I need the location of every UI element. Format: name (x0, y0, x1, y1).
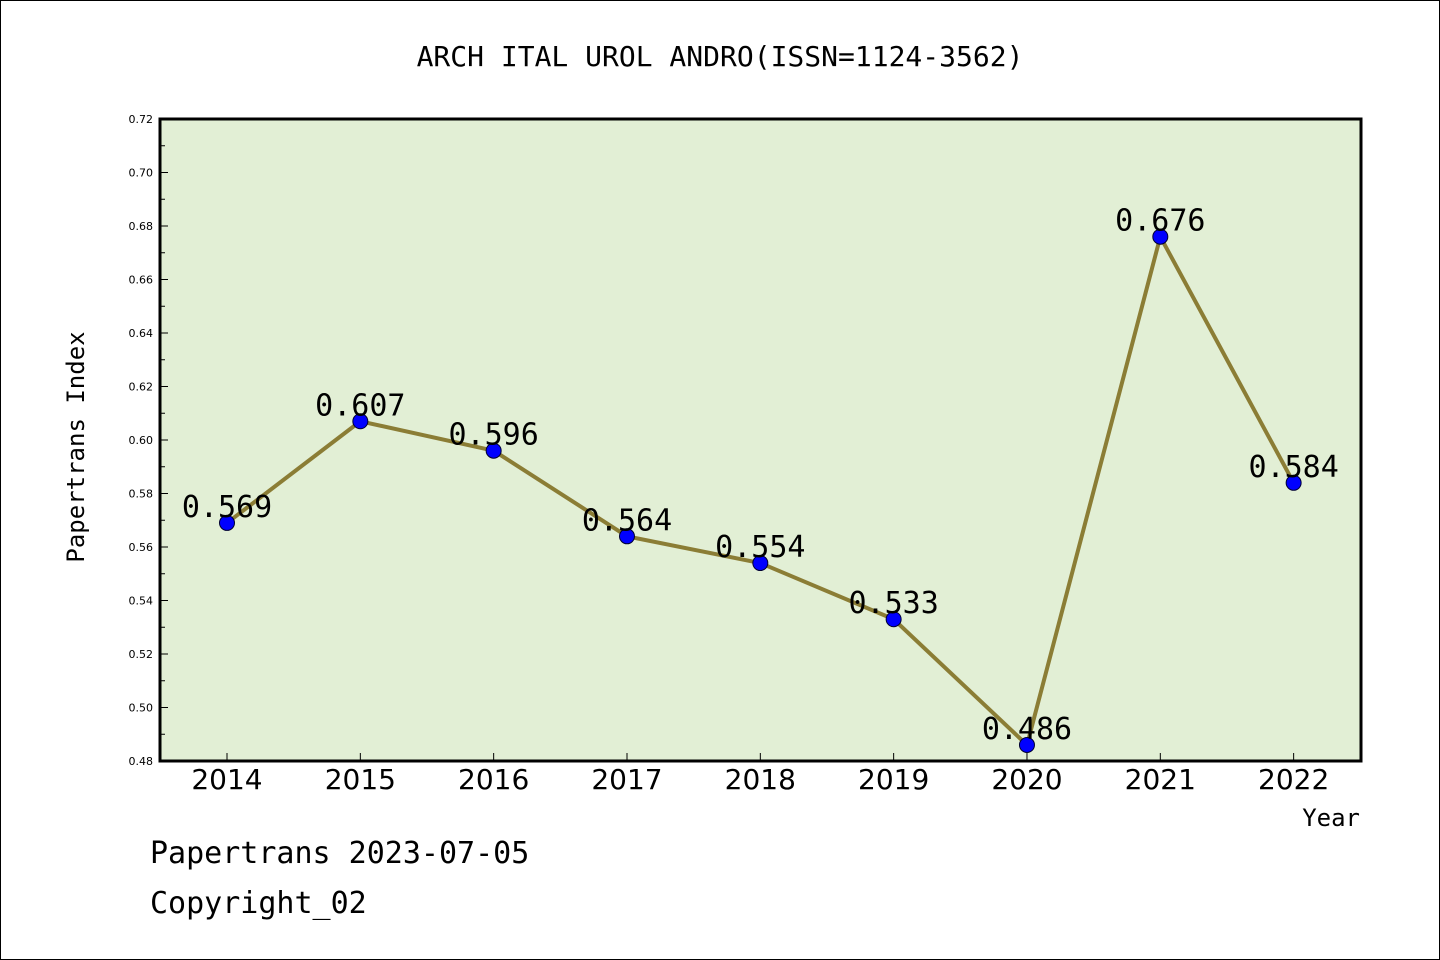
y-tick-label: 0.48 (129, 755, 154, 768)
data-point (485, 442, 502, 459)
data-point (885, 611, 902, 628)
x-tick-label: 2014 (191, 763, 262, 796)
footer-date-text: Papertrans 2023-07-05 (150, 836, 530, 871)
x-tick-label: 2018 (725, 763, 796, 796)
data-label: 0.533 (848, 586, 938, 621)
x-axis: 2014 2015 2016 2017 2018 2019 2020 2021 2022 (191, 753, 1329, 796)
data-label: 0.607 (315, 388, 405, 423)
y-tick-label: 0.52 (129, 648, 154, 661)
series-group (219, 228, 1302, 753)
chart-title: ARCH ITAL UROL ANDRO(ISSN=1124-3562) (417, 40, 1024, 73)
data-point (219, 514, 235, 531)
data-point (1018, 736, 1035, 753)
data-label: 0.676 (1115, 204, 1205, 239)
y-tick-label: 0.72 (129, 113, 154, 126)
x-tick-label: 2021 (1125, 763, 1196, 796)
x-tick-label: 2015 (325, 763, 396, 796)
data-point (618, 528, 635, 545)
data-point (1152, 228, 1169, 245)
data-labels-group: 0.569 0.607 0.596 0.564 0.554 0.533 0.486 0.676… (182, 204, 1339, 747)
y-tick-label: 0.66 (129, 274, 154, 287)
y-tick-label: 0.70 (129, 167, 154, 180)
plot-area (158, 117, 1363, 763)
data-label: 0.596 (449, 418, 539, 453)
data-point (352, 413, 369, 430)
y-tick-label: 0.56 (129, 541, 154, 554)
footer-copyright-text: Copyright_02 (150, 886, 367, 921)
data-label: 0.486 (982, 712, 1072, 747)
data-label: 0.554 (715, 530, 805, 565)
y-tick-label: 0.62 (129, 381, 154, 394)
y-axis-label: Papertrans Index (62, 331, 90, 562)
y-tick-label: 0.54 (129, 595, 154, 608)
y-tick-label: 0.64 (129, 327, 154, 340)
x-tick-label: 2020 (991, 763, 1062, 796)
y-tick-label: 0.60 (129, 434, 154, 447)
x-axis-label: Year (1302, 804, 1360, 832)
y-tick-label: 0.50 (129, 702, 154, 715)
data-label: 0.569 (182, 490, 272, 525)
x-tick-label: 2017 (591, 763, 662, 796)
y-tick-label: 0.68 (129, 220, 154, 233)
data-point (1285, 474, 1302, 491)
x-tick-label: 2016 (458, 763, 529, 796)
x-tick-label: 2019 (858, 763, 929, 796)
data-point (752, 555, 769, 572)
y-tick-label: 0.58 (129, 488, 154, 501)
y-axis: 0.48 0.50 0.52 0.54 0.56 0.58 0.60 0.62 0.64 0.66… (129, 113, 168, 768)
data-label: 0.584 (1248, 450, 1338, 485)
data-label: 0.564 (582, 503, 672, 538)
x-tick-label: 2022 (1258, 763, 1329, 796)
